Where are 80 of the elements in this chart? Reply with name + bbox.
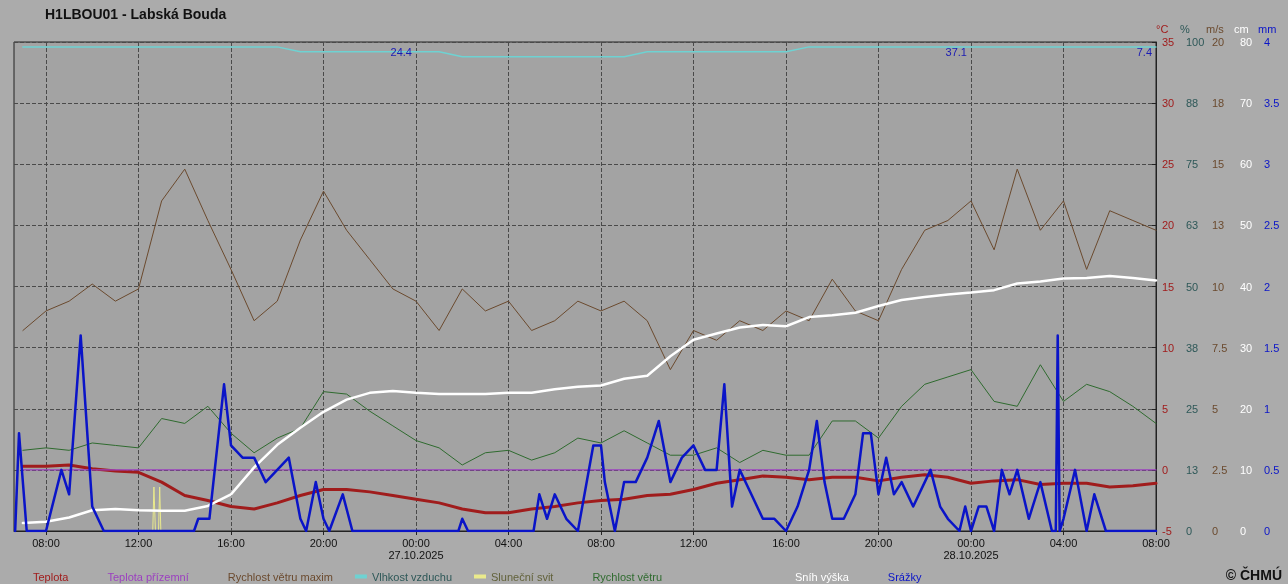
y2-tick-label: 0 [1264, 525, 1271, 537]
y2-tick-label: 25 [1186, 402, 1199, 415]
y-tick-label: 60 [1240, 158, 1253, 171]
legend-label: Sluneční svit [491, 570, 554, 583]
y2-tick-label: 13 [1186, 463, 1199, 476]
y-tick-label: 40 [1240, 280, 1253, 293]
y-tick-label: 50 [1240, 219, 1253, 232]
text: Rychlost větru [592, 570, 663, 583]
y2-tick-label: 4 [1264, 36, 1271, 48]
y-tick-label: 35 [1162, 36, 1175, 48]
line-series [22, 364, 1157, 466]
y2-tick-label: 1 [1264, 402, 1271, 415]
y-tick-label: 0 [1240, 525, 1247, 537]
y2-axis-title: % [1180, 22, 1190, 35]
y-tick-label: 30 [1162, 97, 1175, 110]
y2-tick-label: 0 [1186, 525, 1193, 537]
y-axis-title: °C [1156, 22, 1169, 35]
x-tick-label: 20:00 [309, 537, 338, 549]
y2-tick-label: 0.5 [1264, 463, 1280, 476]
y-tick-label: 20 [1240, 402, 1253, 415]
y3-tick-label: 20 [1212, 36, 1225, 48]
x-tick-label: 16:00 [772, 537, 800, 549]
line-series [21, 463, 1158, 515]
y-axis-title: cm [1234, 22, 1249, 35]
annotation: 7.4 [1136, 46, 1152, 58]
y-tick-label: 70 [1240, 97, 1253, 110]
y-tick-label: 10 [1240, 463, 1253, 476]
y3-tick-label: 15 [1212, 158, 1225, 171]
y3-tick-label: 5 [1212, 402, 1219, 415]
x-tick-label: 12:00 [679, 537, 708, 549]
y3-tick-label: 13 [1212, 219, 1225, 232]
y-tick-label: 0 [1162, 463, 1169, 476]
y3-tick-label: 7.5 [1212, 341, 1228, 354]
y2-tick-label: 3 [1264, 158, 1271, 171]
x-tick-label: 08:00 [32, 537, 60, 549]
y2-axis-title: mm [1258, 22, 1277, 35]
y-tick-label: 80 [1240, 36, 1253, 48]
y2-tick-label: 63 [1186, 219, 1199, 232]
y2-tick-label: 2 [1264, 280, 1271, 293]
text: Teplota [33, 570, 70, 583]
y2-tick-label: 2.5 [1264, 219, 1280, 232]
x-tick-label: 04:00 [494, 537, 523, 549]
text: Rychlost větru maxim [227, 570, 333, 583]
y3-tick-label: 18 [1212, 97, 1225, 110]
y3-tick-label: 10 [1212, 280, 1225, 293]
line-series [22, 168, 1157, 371]
y-tick-label: 10 [1162, 341, 1175, 354]
legend-label: Vlhkost vzduchu [371, 570, 453, 583]
chart-title: H1LBOU01 - Labská Bouda [45, 6, 227, 22]
annotation: 24.4 [390, 46, 412, 58]
x-tick-label: 08:00 [587, 537, 615, 549]
y2-tick-label: 100 [1186, 36, 1205, 48]
y2-tick-label: 38 [1186, 341, 1199, 354]
annotation: 37.1 [945, 46, 967, 58]
text: Srážky [887, 570, 922, 583]
y-tick-label: 5 [1162, 402, 1169, 415]
text: Sníh výška [795, 570, 850, 583]
x-tick-label: 00:00 28.10.2025 [943, 537, 999, 561]
y2-tick-label: 1.5 [1264, 341, 1280, 354]
x-tick-label: 04:00 [1049, 537, 1078, 549]
y-tick-label: 15 [1162, 280, 1175, 293]
x-tick-label: 20:00 [864, 537, 893, 549]
text: Teplota přízemní [107, 570, 189, 583]
line-series [21, 274, 1158, 525]
y-tick-label: -5 [1162, 525, 1172, 537]
y2-tick-label: 50 [1186, 280, 1199, 293]
x-tick-label: 08:00 [1142, 537, 1170, 549]
x-tick-label: 00:00 27.10.2025 [388, 537, 444, 561]
y3-tick-label: 0 [1212, 525, 1219, 537]
y3-tick-label: 2.5 [1212, 463, 1228, 476]
y2-tick-label: 88 [1186, 97, 1199, 110]
y-tick-label: 30 [1240, 341, 1253, 354]
y3-axis-title: m/s [1206, 22, 1225, 35]
y-tick-label: 20 [1162, 219, 1175, 232]
x-tick-label: 16:00 [217, 537, 245, 549]
y2-tick-label: 3.5 [1264, 97, 1280, 110]
x-tick-label: 12:00 [124, 537, 153, 549]
text: © ČHMÚ [1225, 566, 1282, 583]
y2-tick-label: 75 [1186, 158, 1199, 171]
y-tick-label: 25 [1162, 158, 1175, 171]
